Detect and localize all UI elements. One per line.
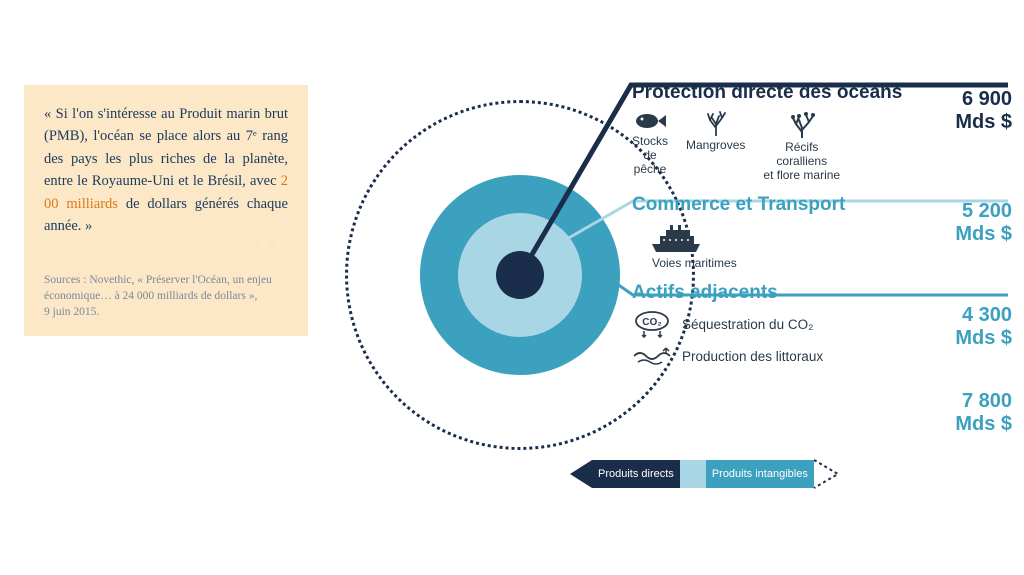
sources-block: Sources : Novethic, « Préserver l'Océan,…: [44, 272, 288, 320]
quote-text: « Si l'on s'intéresse au Produit marin b…: [44, 103, 288, 238]
cat-extra-value: 7 800: [955, 390, 1012, 413]
category-commerce: Commerce et Transport 5 200 Mds $ Voies …: [632, 194, 1012, 270]
cat-title: Actifs adjacents: [632, 282, 1012, 304]
seg-teal: Produits intangibles: [706, 460, 814, 488]
icon-label: Récifscorallienset flore marine: [763, 140, 840, 182]
ship-icon: [646, 222, 706, 254]
coral-icon: [787, 110, 817, 138]
cat-unit: Mds $: [955, 111, 1012, 134]
arrow-right-dotted-icon: [814, 458, 842, 490]
category-adjacents: Actifs adjacents 4 300 Mds $ CO₂ Séquest…: [632, 282, 1012, 366]
seg-dark: Produits directs: [592, 460, 680, 488]
svg-text:CO₂: CO₂: [642, 317, 661, 328]
icon-label: Production des littoraux: [682, 349, 823, 364]
quote-box: « Si l'on s'intéresse au Produit marin b…: [24, 85, 308, 336]
cat-value-block: 6 900 Mds $: [955, 88, 1012, 134]
co2-icon: CO₂: [632, 310, 672, 338]
cat-value-block: 4 300 Mds $: [955, 304, 1012, 350]
mangrove-icon: [702, 110, 730, 136]
sources-line3: 9 juin 2015.: [44, 306, 99, 318]
fish-icon: [633, 110, 667, 132]
category-protection: Protection directe des océans 6 900 Mds …: [632, 82, 1012, 182]
cat-extra-unit: Mds $: [955, 413, 1012, 436]
mangrove-icon-block: Mangroves: [686, 110, 745, 152]
waves-icon: [632, 346, 672, 366]
cat-value: 4 300: [955, 304, 1012, 327]
coral-icon-block: Récifscorallienset flore marine: [763, 110, 840, 182]
cat-value: 6 900: [955, 88, 1012, 111]
icon-label: Mangroves: [686, 138, 745, 152]
arrow-legend: Produits directs Produits intangibles: [570, 460, 842, 488]
cat-unit: Mds $: [955, 327, 1012, 350]
sources-line2: économique… à 24 000 milliards de dollar…: [44, 290, 257, 302]
cat-value-block: 5 200 Mds $: [955, 200, 1012, 246]
cat-extra-value-block: 7 800 Mds $: [955, 390, 1012, 436]
sources-line1: Sources : Novethic, « Préserver l'Océan,…: [44, 274, 272, 286]
fish-icon-block: Stocksdepêche: [632, 110, 668, 176]
arrow-left-icon: [570, 460, 592, 488]
cat-value: 5 200: [955, 200, 1012, 223]
seg-light: [680, 460, 706, 488]
quote-prefix: « Si l'on s'intéresse au Produit marin b…: [44, 106, 288, 189]
donut-core: [496, 251, 544, 299]
cat-unit: Mds $: [955, 223, 1012, 246]
categories: Protection directe des océans 6 900 Mds …: [632, 82, 1012, 378]
icon-label: Voies maritimes: [652, 256, 737, 270]
icon-label: Stocksdepêche: [632, 134, 668, 176]
icon-label: Séquestration du CO₂: [682, 317, 813, 332]
